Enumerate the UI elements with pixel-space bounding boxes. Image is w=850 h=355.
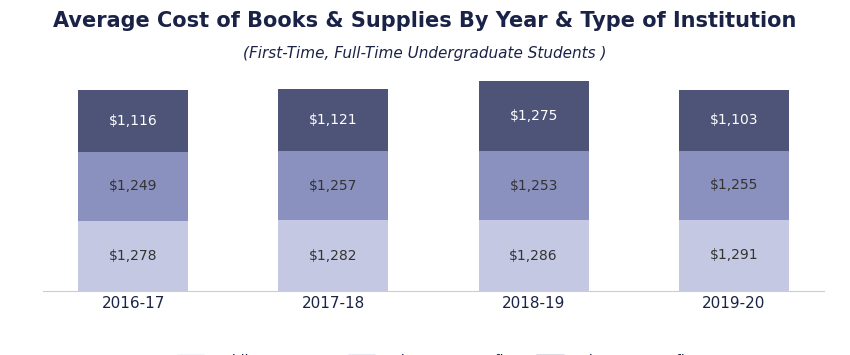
Text: $1,253: $1,253 <box>509 179 558 193</box>
Bar <box>278 151 388 220</box>
Text: $1,249: $1,249 <box>109 179 157 193</box>
Bar <box>78 152 188 220</box>
Bar <box>679 151 789 220</box>
Text: (First-Time, Full-Time Undergraduate Students ): (First-Time, Full-Time Undergraduate Stu… <box>243 46 607 61</box>
Text: $1,275: $1,275 <box>509 109 558 123</box>
Bar <box>78 90 188 152</box>
Text: $1,116: $1,116 <box>109 114 157 128</box>
Text: $1,121: $1,121 <box>309 113 358 127</box>
Bar <box>278 89 388 151</box>
Text: $1,291: $1,291 <box>710 248 758 262</box>
Text: $1,257: $1,257 <box>309 179 358 193</box>
Bar <box>278 220 388 291</box>
Bar <box>679 90 789 151</box>
Bar <box>479 151 589 220</box>
Bar <box>78 220 188 291</box>
Text: $1,255: $1,255 <box>710 178 758 192</box>
Bar <box>679 220 789 291</box>
Text: $1,103: $1,103 <box>710 113 758 127</box>
Bar <box>479 81 589 151</box>
Legend: Public, In-State, Private Non-Profit, Private For-Profit: Public, In-State, Private Non-Profit, Pr… <box>171 348 696 355</box>
Text: $1,282: $1,282 <box>309 249 358 263</box>
Bar <box>479 220 589 291</box>
Text: Average Cost of Books & Supplies By Year & Type of Institution: Average Cost of Books & Supplies By Year… <box>54 11 796 31</box>
Text: $1,286: $1,286 <box>509 248 558 263</box>
Text: $1,278: $1,278 <box>109 249 157 263</box>
